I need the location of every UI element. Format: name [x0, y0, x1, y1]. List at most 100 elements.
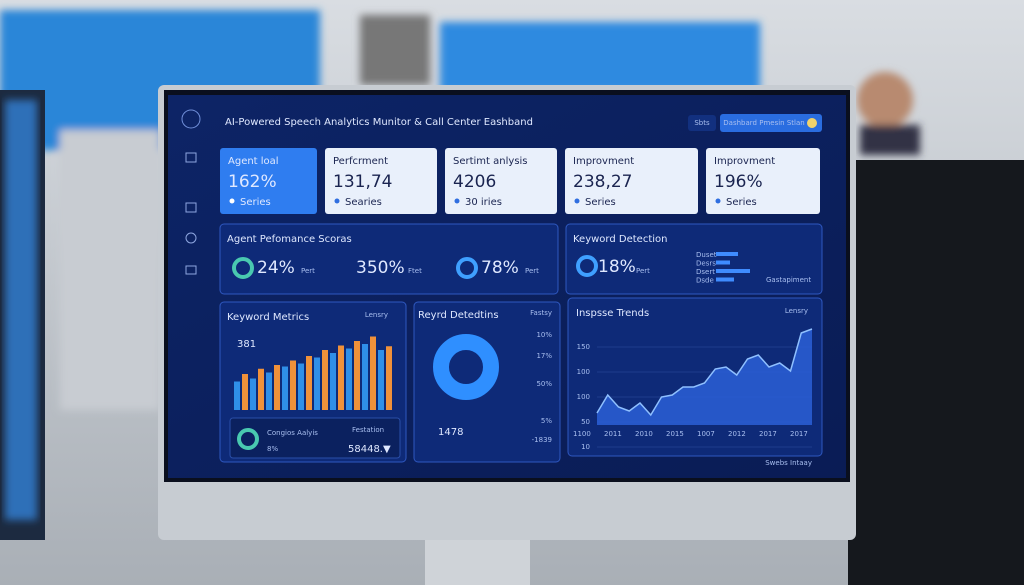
sub-number: 58448.▼ — [348, 444, 391, 455]
panel-title: Inspsse Trends — [576, 308, 649, 319]
footer: Swebs Intaay — [765, 459, 812, 467]
x-tick-label: 2010 — [635, 430, 653, 438]
avatar — [807, 118, 817, 128]
bar — [258, 368, 264, 410]
card-label: Improvment — [573, 156, 634, 167]
panel-link[interactable]: Lensry — [785, 307, 808, 315]
dot — [454, 198, 460, 204]
panel-link[interactable]: Fastsy — [530, 309, 552, 317]
left-screen — [5, 100, 37, 520]
card-note: Series — [726, 197, 757, 208]
det-value: 1478 — [438, 427, 463, 438]
score: 78% — [481, 258, 519, 278]
card — [445, 148, 557, 214]
card-value: 4206 — [453, 172, 496, 192]
panel-link[interactable]: Lensry — [365, 311, 388, 319]
donut — [576, 255, 598, 277]
button[interactable] — [720, 114, 822, 132]
dot — [574, 198, 580, 204]
score: 350% — [356, 258, 405, 278]
bar — [354, 341, 360, 410]
card-note: Series — [240, 197, 271, 208]
card-value: 196% — [714, 172, 763, 192]
card — [325, 148, 437, 214]
y-tick-label: 100 — [577, 393, 590, 401]
sidebar-icon[interactable] — [181, 109, 201, 129]
card-value: 131,74 — [333, 172, 392, 192]
card — [220, 148, 317, 214]
y-tick-label: 10 — [581, 443, 590, 451]
kd-value: 18% — [598, 257, 636, 277]
bar — [298, 363, 304, 410]
dot — [715, 198, 721, 204]
sub-value: 8% — [267, 445, 278, 453]
bar — [346, 348, 352, 410]
x-tick-label: 2012 — [728, 430, 746, 438]
bar — [314, 357, 320, 410]
det-label: 5% — [541, 417, 552, 425]
card-value: 238,27 — [573, 172, 632, 192]
bar — [282, 366, 288, 410]
card-label: Agent loal — [228, 156, 279, 167]
x-tick-label: 1007 — [697, 430, 715, 438]
x-tick-label: 2017 — [790, 430, 808, 438]
bar — [386, 346, 392, 410]
kd-row: Desrs — [696, 260, 716, 268]
bar — [330, 353, 336, 410]
bar — [370, 336, 376, 410]
bar — [242, 374, 248, 410]
card — [706, 148, 820, 214]
panel-title: Agent Pefomance Scoras — [227, 234, 352, 245]
card — [565, 148, 698, 214]
card-label: Perfcrment — [333, 156, 388, 167]
bar — [250, 378, 256, 410]
card-note: Series — [585, 197, 616, 208]
bar — [362, 344, 368, 410]
score-note: Pert — [301, 267, 315, 275]
y-tick-label: 100 — [577, 368, 590, 376]
score-note: Ftet — [408, 267, 422, 275]
x-tick-label: 2011 — [604, 430, 622, 438]
card-value: 162% — [228, 172, 277, 192]
bar — [338, 345, 344, 410]
card-label: Sertimt anlysis — [453, 156, 528, 167]
det-label: 17% — [536, 352, 552, 360]
km-value: 381 — [237, 339, 256, 350]
donut — [232, 257, 254, 279]
bar — [322, 350, 328, 410]
button-label: Dashbard Pmesin Stlan — [723, 119, 804, 127]
donut — [456, 257, 478, 279]
card-note: 30 iries — [465, 197, 502, 208]
det-label: 10% — [536, 331, 552, 339]
det-label: 50% — [536, 380, 552, 388]
bar — [266, 372, 272, 410]
score-note: Pert — [525, 267, 539, 275]
bar — [290, 360, 296, 410]
bar — [234, 381, 240, 410]
kd-row: Duset — [696, 251, 717, 259]
line — [596, 328, 813, 417]
y-tick-label: 150 — [577, 343, 590, 351]
y-tick-label: 50 — [581, 418, 590, 426]
status: Sbts — [694, 119, 710, 127]
title: AI-Powered Speech Analytics Munitor & Ca… — [225, 117, 533, 128]
bar — [306, 356, 312, 410]
kd-bar — [716, 269, 750, 273]
kd-bar — [716, 260, 730, 265]
x-tick-label: 2015 — [666, 430, 684, 438]
status-chip[interactable] — [688, 115, 716, 131]
sub-label: Festation — [352, 426, 384, 434]
subpanel — [229, 417, 401, 459]
x-tick-label: 2017 — [759, 430, 777, 438]
sidebar-icons — [185, 152, 197, 275]
blurred-office — [0, 10, 920, 410]
panel-title: Reyrd Detedtins — [418, 310, 499, 321]
card-label: Improvment — [714, 156, 775, 167]
panel — [565, 223, 823, 295]
right-monitor — [848, 160, 1024, 585]
donut — [237, 428, 259, 450]
panel-title: Keyword Detection — [573, 234, 667, 245]
bar — [378, 350, 384, 410]
kd-row: Dsert — [696, 268, 715, 276]
